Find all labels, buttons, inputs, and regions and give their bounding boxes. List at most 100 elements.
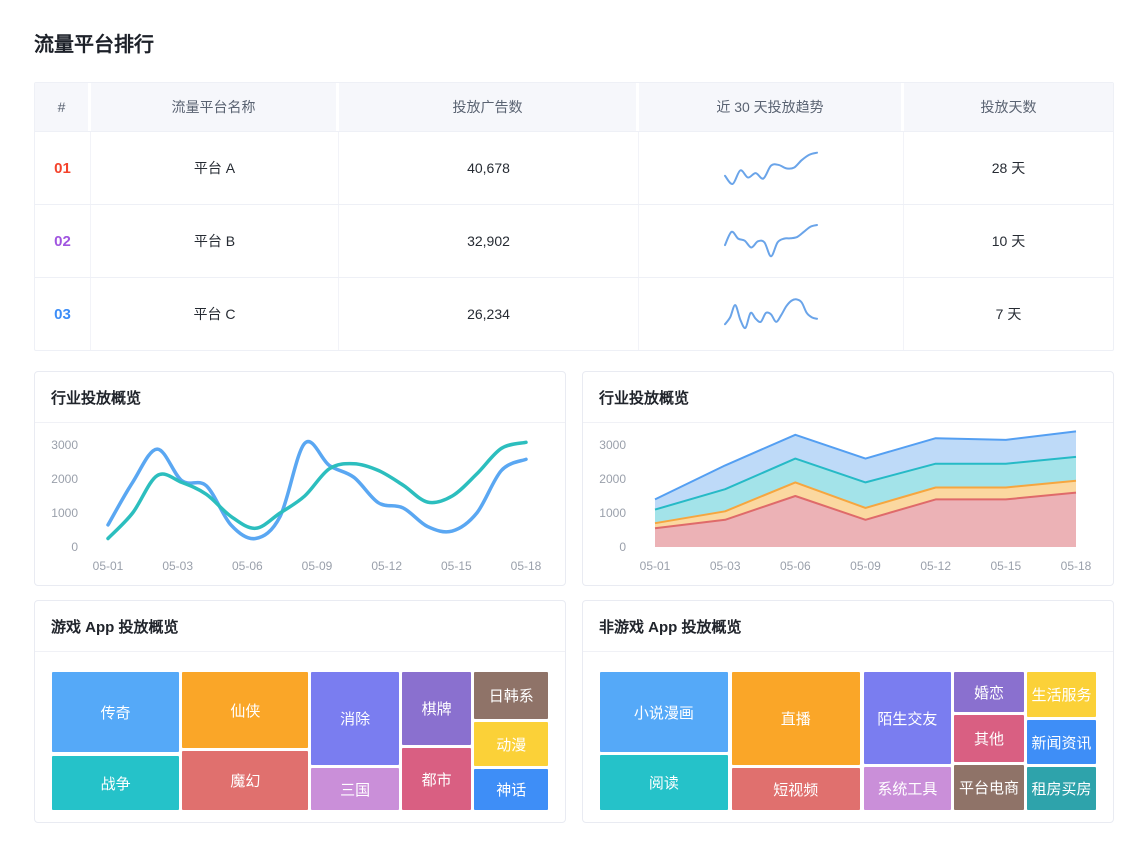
treemap-block-label: 棋牌 xyxy=(421,701,452,718)
x-axis-tick-label: 05-01 xyxy=(640,559,671,573)
charts-row: 行业投放概览 0 1000 2000 3000 05-01 05-03 05-06 05-09… xyxy=(34,371,1114,586)
treemap-block[interactable]: 魔幻 xyxy=(182,751,309,810)
card-header: 游戏 App 投放概览 xyxy=(35,601,565,652)
treemap-block[interactable]: 系统工具 xyxy=(863,767,951,810)
treemap-block-label: 小说漫画 xyxy=(633,704,694,722)
treemap-block-label: 婚恋 xyxy=(973,684,1004,702)
dashboard-page: 流量平台排行 # 流量平台名称 投放广告数 近 30 天投放趋势 投放天数 01… xyxy=(34,34,1114,823)
treemap-block-label: 生活服务 xyxy=(1031,687,1092,704)
rank-badge: 01 xyxy=(35,132,91,204)
x-axis-tick-label: 05-06 xyxy=(780,559,811,573)
area-band-stroke-band-4 xyxy=(654,430,1077,501)
days-count: 7 天 xyxy=(995,306,1022,322)
days-count: 28 天 xyxy=(991,160,1026,176)
line-series-series-1 xyxy=(106,439,528,541)
treemap-block-label: 三国 xyxy=(340,781,371,799)
treemap-block[interactable]: 新闻资讯 xyxy=(1027,720,1096,764)
treemap-block[interactable]: 消除 xyxy=(311,672,399,765)
treemap-block-label: 阅读 xyxy=(648,775,679,792)
card-header: 行业投放概览 xyxy=(583,372,1113,423)
table-row[interactable]: 01 平台 A 40,678 28 天 xyxy=(35,131,1113,204)
treemap-block-label: 陌生交友 xyxy=(877,710,938,728)
area-band-stroke-band-1 xyxy=(654,491,1077,530)
table-header-row: # 流量平台名称 投放广告数 近 30 天投放趋势 投放天数 xyxy=(35,83,1113,131)
platform-name: 平台 B xyxy=(91,205,339,277)
treemap-block[interactable]: 动漫 xyxy=(474,722,548,766)
game-app-treemap-card: 游戏 App 投放概览 传奇战争 仙侠魔幻 消除三国 棋牌都市 日韩系动漫 神话 xyxy=(34,600,566,823)
treemap-block-label: 租房买房 xyxy=(1031,781,1092,798)
treemap-block-label: 短视频 xyxy=(773,781,819,799)
sparkline-path xyxy=(724,298,818,330)
y-axis-tick-label: 1000 xyxy=(599,506,626,520)
y-axis-tick-label: 3000 xyxy=(599,438,626,452)
treemap-block[interactable]: 平台电商 xyxy=(953,765,1024,810)
platform-name: 平台 C xyxy=(91,278,339,350)
treemap-block-label: 直播 xyxy=(780,711,811,728)
x-axis-tick-label: 05-06 xyxy=(232,559,263,573)
treemap-block[interactable]: 直播 xyxy=(731,672,860,765)
treemap-block[interactable]: 婚恋 xyxy=(953,672,1024,712)
treemap-block[interactable]: 传奇 xyxy=(52,672,180,752)
treemap-block-label: 系统工具 xyxy=(877,781,938,798)
treemap-block[interactable]: 其他 xyxy=(953,715,1024,762)
ad-count: 26,234 xyxy=(339,278,639,350)
treemap-block[interactable]: 三国 xyxy=(311,768,399,810)
table-row[interactable]: 02 平台 B 32,902 10 天 xyxy=(35,204,1113,277)
y-axis-tick-label: 0 xyxy=(71,540,78,554)
y-axis-tick-label: 3000 xyxy=(51,438,78,452)
page-title: 流量平台排行 xyxy=(34,34,154,56)
trend-sparkline xyxy=(724,224,818,258)
nongame-app-treemap-card: 非游戏 App 投放概览 小说漫画阅读 直播短视频 陌生交友系统工具 婚恋其他平台电商… xyxy=(582,600,1114,823)
column-header-trend: 近 30 天投放趋势 xyxy=(639,83,904,131)
area-band-band-3 xyxy=(655,456,1076,524)
treemap-block[interactable]: 神话 xyxy=(474,769,548,810)
column-header-days: 投放天数 xyxy=(904,83,1113,131)
industry-area-chart-card: 行业投放概览 0 1000 2000 3000 05-01 05-03 05-06 05-09… xyxy=(582,371,1114,586)
treemap-block-label: 其他 xyxy=(973,731,1004,748)
treemap-block[interactable]: 战争 xyxy=(52,756,180,810)
days-count: 10 天 xyxy=(991,233,1026,249)
treemap-block[interactable]: 陌生交友 xyxy=(863,672,951,764)
card-title: 行业投放概览 xyxy=(599,389,690,407)
area-band-band-2 xyxy=(655,480,1076,529)
area-band-stroke-band-3 xyxy=(654,455,1077,511)
nongame-app-treemap: 小说漫画阅读 直播短视频 陌生交友系统工具 婚恋其他平台电商 生活服务新闻资讯租房买房 xyxy=(600,672,1096,810)
treemap-block[interactable]: 生活服务 xyxy=(1027,672,1096,717)
treemap-block[interactable]: 小说漫画 xyxy=(600,672,728,752)
treemaps-row: 游戏 App 投放概览 传奇战争 仙侠魔幻 消除三国 棋牌都市 日韩系动漫 神话 非游戏 … xyxy=(34,600,1114,823)
treemap-block-label: 日韩系 xyxy=(488,688,534,705)
platform-name: 平台 A xyxy=(91,132,339,204)
industry-line-chart-card: 行业投放概览 0 1000 2000 3000 05-01 05-03 05-06 05-09… xyxy=(34,371,566,586)
y-axis-tick-label: 2000 xyxy=(51,472,78,486)
treemap-block-label: 平台电商 xyxy=(958,780,1019,797)
trend-sparkline xyxy=(724,298,818,330)
trend-sparkline xyxy=(724,151,818,185)
game-app-treemap: 传奇战争 仙侠魔幻 消除三国 棋牌都市 日韩系动漫 神话 xyxy=(52,672,548,810)
y-axis-tick-label: 2000 xyxy=(599,472,626,486)
industry-line-chart: 0 1000 2000 3000 05-01 05-03 05-06 05-09 05-12 05… xyxy=(51,438,542,573)
table-row[interactable]: 03 平台 C 26,234 7 天 xyxy=(35,277,1113,350)
x-axis-tick-label: 05-18 xyxy=(511,559,542,573)
treemap-block[interactable]: 短视频 xyxy=(731,768,860,810)
column-header-platform-name: 流量平台名称 xyxy=(91,83,339,131)
treemap-block-label: 消除 xyxy=(340,711,371,728)
treemap-block[interactable]: 都市 xyxy=(401,748,472,810)
card-title: 非游戏 App 投放概览 xyxy=(599,618,742,636)
treemap-block-label: 仙侠 xyxy=(230,702,261,720)
treemap-block-label: 都市 xyxy=(421,771,452,789)
treemap-block-label: 传奇 xyxy=(100,704,131,722)
card-title: 游戏 App 投放概览 xyxy=(51,618,179,636)
treemap-block[interactable]: 租房买房 xyxy=(1027,767,1096,810)
treemap-block[interactable]: 仙侠 xyxy=(182,672,309,748)
x-axis-tick-label: 05-12 xyxy=(920,559,951,573)
x-axis-tick-label: 05-15 xyxy=(441,559,472,573)
treemap-block-label: 魔幻 xyxy=(230,773,261,790)
treemap-block[interactable]: 阅读 xyxy=(600,755,728,810)
treemap-block[interactable]: 棋牌 xyxy=(401,672,472,745)
y-axis-tick-label: 0 xyxy=(619,540,626,554)
sparkline-path xyxy=(724,224,818,258)
x-axis-tick-label: 05-03 xyxy=(710,559,741,573)
x-axis-tick-label: 05-12 xyxy=(371,559,402,573)
card-header: 非游戏 App 投放概览 xyxy=(583,601,1113,652)
treemap-block[interactable]: 日韩系 xyxy=(474,672,548,719)
